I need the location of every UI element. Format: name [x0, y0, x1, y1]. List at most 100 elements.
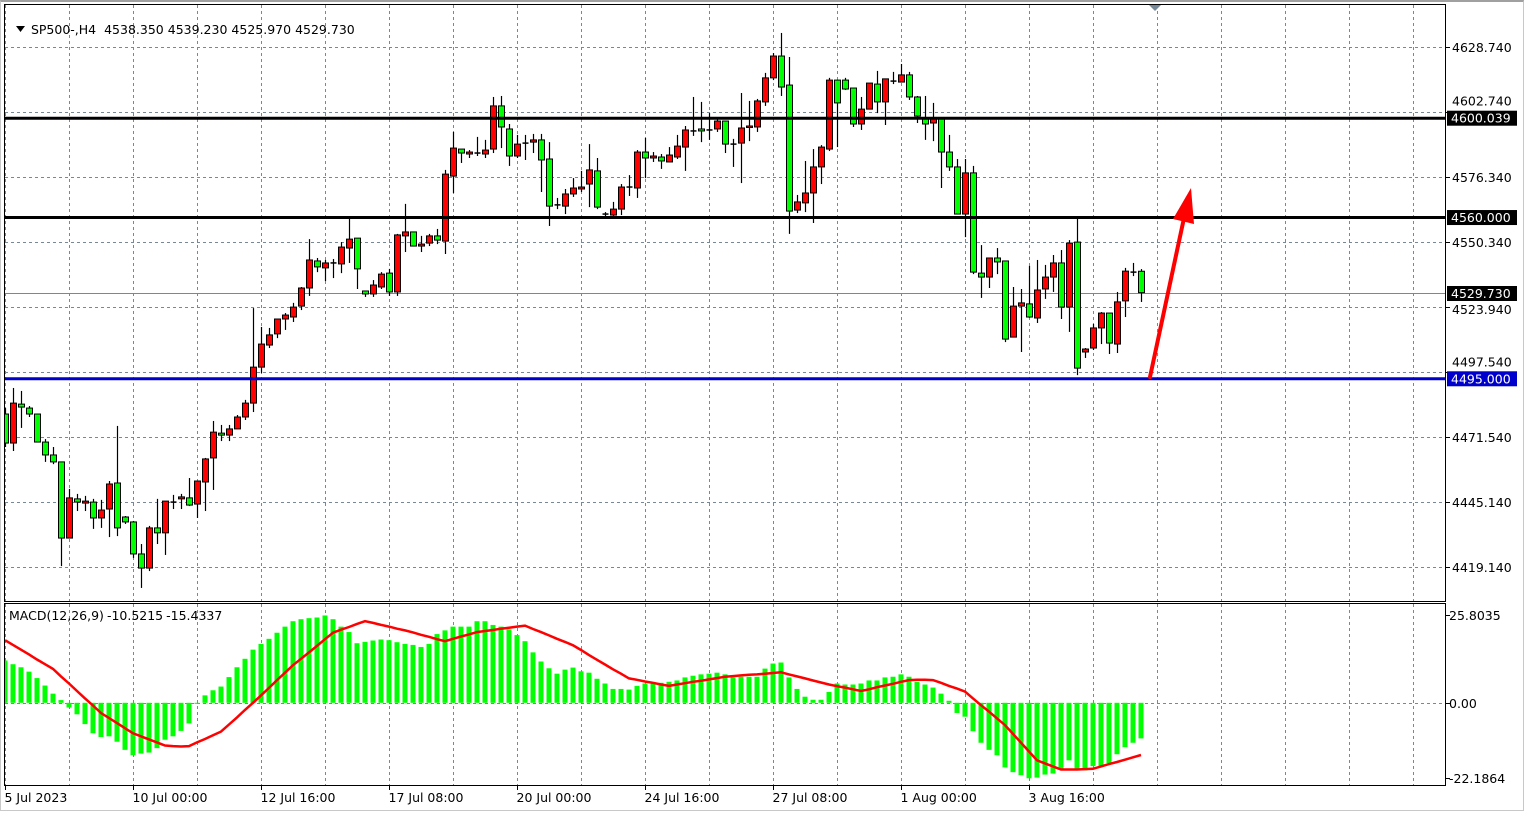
candle-body — [1082, 348, 1089, 353]
macd-histogram-bar — [330, 619, 336, 703]
candle — [1042, 264, 1049, 299]
candle — [170, 494, 177, 510]
candle — [834, 79, 841, 148]
candle — [234, 415, 241, 430]
candle-body — [194, 480, 201, 505]
candle — [698, 101, 705, 143]
macd-axis-label: 25.8035 — [1449, 608, 1501, 623]
candle — [202, 457, 209, 512]
candle — [66, 488, 73, 539]
line-price-label: 4600.039 — [1451, 111, 1511, 126]
candle — [82, 495, 89, 512]
candle — [322, 259, 329, 282]
macd-histogram-bar — [722, 674, 728, 703]
candle-body — [122, 516, 129, 523]
candle — [746, 100, 753, 142]
macd-histogram-bar — [1090, 702, 1096, 767]
macd-histogram-bar — [458, 626, 464, 703]
candle — [394, 233, 401, 296]
candle — [658, 154, 665, 169]
time-axis-label: 10 Jul 00:00 — [133, 790, 208, 805]
candle — [762, 72, 769, 106]
macd-histogram-bar — [818, 699, 824, 703]
candle — [490, 96, 497, 154]
macd-histogram-bar — [234, 667, 240, 703]
macd-histogram-bar — [898, 674, 904, 703]
candle — [866, 82, 873, 110]
candle — [346, 218, 353, 263]
macd-histogram-bar — [1082, 702, 1088, 771]
candle-body — [914, 96, 921, 117]
candle — [194, 480, 201, 518]
macd-histogram-bar — [570, 667, 576, 703]
candle — [410, 231, 417, 247]
candle-body — [482, 149, 489, 155]
candle-body — [266, 334, 273, 346]
candle — [650, 152, 657, 162]
candle — [266, 327, 273, 349]
macd-histogram-bar — [490, 624, 496, 703]
candle — [290, 302, 297, 322]
up-arrow-annotation[interactable] — [1148, 188, 1194, 379]
candle — [114, 425, 121, 537]
candle — [770, 53, 777, 81]
macd-histogram-bar — [66, 702, 72, 708]
candle-body — [274, 318, 281, 335]
horizontal-lines[interactable] — [5, 116, 1446, 381]
macd-histogram-bar — [994, 702, 1000, 756]
macd-histogram-bar — [610, 688, 616, 703]
time-axis: 5 Jul 2023 10 Jul 00:00 12 Jul 16:00 17 Jul… — [5, 786, 1105, 805]
time-axis-label: 3 Aug 16:00 — [1029, 790, 1105, 805]
chart-shift-marker-icon[interactable] — [1149, 5, 1161, 11]
candle — [986, 257, 993, 288]
candle-body — [866, 82, 873, 110]
candle — [378, 272, 385, 289]
triangle-down-icon[interactable] — [15, 25, 26, 33]
candle-body — [802, 192, 809, 204]
macd-histogram-bar — [314, 617, 320, 703]
macd-histogram-bar — [34, 678, 40, 703]
candle — [778, 32, 785, 96]
candle — [498, 95, 505, 149]
candle-body — [1010, 305, 1017, 338]
macd-histogram-bar — [282, 626, 288, 703]
macd-histogram-bar — [218, 686, 224, 703]
macd-histogram-bar — [474, 621, 480, 703]
candle-body — [1090, 327, 1097, 349]
macd-histogram-bar — [1066, 702, 1072, 761]
candle — [978, 245, 985, 298]
macd-histogram-bar — [322, 615, 328, 703]
price-axis-label: 4602.740 — [1452, 94, 1512, 109]
macd-histogram-bar — [250, 649, 256, 703]
candle — [434, 228, 441, 245]
candle — [1114, 291, 1121, 353]
candle — [186, 478, 193, 507]
macd-histogram-bar — [682, 677, 688, 703]
candle-body — [58, 461, 65, 539]
candle — [578, 170, 585, 192]
candle-body — [650, 155, 657, 159]
candle-body — [738, 127, 745, 144]
macd-histogram-bar — [98, 702, 104, 737]
candle-body — [898, 74, 905, 83]
candle — [1090, 323, 1097, 351]
candle — [826, 77, 833, 152]
candle — [338, 242, 345, 274]
candle — [946, 134, 953, 171]
macd-histogram-bar — [634, 685, 640, 703]
macd-histogram-bar — [418, 646, 424, 703]
candle-body — [1122, 270, 1129, 302]
candle-body — [546, 158, 553, 207]
candle-body — [34, 413, 41, 443]
candle — [5, 408, 9, 448]
macd-histogram-bar — [210, 690, 216, 703]
candle-body — [746, 125, 753, 128]
macd-histogram-bar — [954, 702, 960, 713]
candle-body — [1058, 262, 1065, 308]
candle-body — [666, 154, 673, 163]
candle — [570, 178, 577, 197]
candle-body — [714, 120, 721, 130]
candle-body — [138, 553, 145, 569]
